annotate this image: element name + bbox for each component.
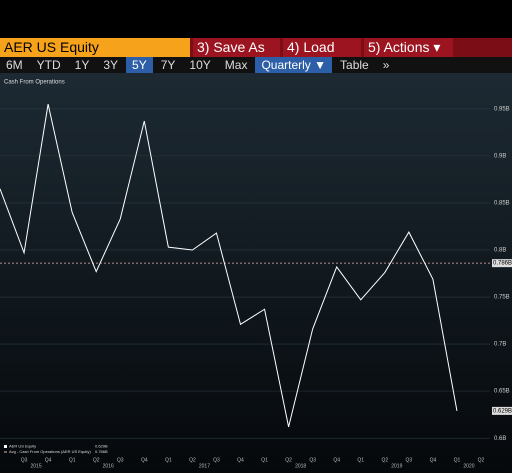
range-button[interactable]: 10Y: [189, 58, 211, 72]
last-value-box: [492, 406, 512, 415]
y-tick-label: 0.95B: [494, 106, 510, 112]
legend-avg-value: 0.786B: [95, 449, 108, 454]
x-tick-label: Q4: [333, 457, 340, 463]
legend-label: AER US Equity: [9, 444, 36, 449]
range-button[interactable]: 6M: [6, 58, 23, 72]
range-button[interactable]: 5Y: [126, 57, 153, 73]
chart-title: Cash From Operations: [4, 80, 65, 86]
period-dropdown[interactable]: Quarterly ▼: [255, 57, 333, 73]
y-tick-label: 0.7B: [494, 342, 506, 348]
year-label: 2018: [295, 463, 306, 469]
load-button[interactable]: 4) Load: [283, 38, 361, 57]
range-button[interactable]: YTD: [36, 58, 61, 72]
y-tick-label: 0.9B: [494, 153, 506, 159]
save-button[interactable]: 3) Save As: [193, 38, 280, 57]
table-button[interactable]: Table: [340, 58, 369, 72]
toolbar: AER US Equity 3) Save As 4) Load 5) Acti…: [0, 38, 512, 57]
year-label: 2017: [199, 463, 210, 469]
x-tick-label: Q3: [309, 457, 316, 463]
plot-background: [0, 73, 512, 473]
x-tick-label: Q1: [261, 457, 268, 463]
average-label: 0.786B: [493, 261, 512, 267]
y-tick-label: 0.6B: [494, 436, 506, 442]
x-tick-label: Q4: [430, 457, 437, 463]
legend-swatch: [4, 445, 7, 448]
x-tick-label: Q1: [69, 457, 76, 463]
y-tick-label: 0.75B: [494, 295, 510, 301]
x-tick-label: Q3: [117, 457, 124, 463]
x-tick-label: Q3: [213, 457, 220, 463]
y-tick-label: 0.85B: [494, 201, 510, 207]
range-button[interactable]: 7Y: [160, 58, 176, 72]
year-label: 2019: [391, 463, 402, 469]
year-label: 2015: [31, 463, 42, 469]
x-tick-label: Q2: [381, 457, 388, 463]
x-tick-label: Q3: [21, 457, 28, 463]
x-tick-label: Q2: [285, 457, 292, 463]
x-tick-label: Q2: [478, 457, 485, 463]
more-button[interactable]: »: [382, 58, 390, 72]
y-tick-label: 0.65B: [494, 389, 510, 395]
x-tick-label: Q4: [237, 457, 244, 463]
x-tick-label: Q2: [189, 457, 196, 463]
range-bar: 6M YTD 1Y 3Y 5Y 7Y 10Y Max Quarterly ▼ Table »: [0, 57, 512, 73]
last-value-label: 0.629B: [493, 408, 512, 414]
x-tick-label: Q3: [406, 457, 413, 463]
x-tick-label: Q1: [357, 457, 364, 463]
chart: Cash From Operations 0.6B 0.65B 0.7B 0.75B 0…: [0, 73, 512, 473]
average-label-box: [492, 259, 512, 268]
x-tick-label: Q4: [45, 457, 52, 463]
range-button[interactable]: 3Y: [103, 58, 119, 72]
year-label: 2020: [463, 463, 474, 469]
x-tick-label: Q1: [165, 457, 172, 463]
x-tick-label: Q4: [141, 457, 148, 463]
legend-avg-label: Avg - Cash From Operations (AER US Equit…: [9, 449, 91, 454]
range-button[interactable]: 1Y: [74, 58, 90, 72]
actions-button[interactable]: 5) Actions ▾: [364, 38, 453, 57]
x-tick-label: Q2: [93, 457, 100, 463]
year-label: 2016: [103, 463, 114, 469]
x-tick-label: Q1: [454, 457, 461, 463]
legend-value: 0.629B: [95, 444, 108, 449]
y-tick-label: 0.8B: [494, 248, 506, 254]
security-field[interactable]: AER US Equity: [0, 38, 190, 57]
series-line: [0, 104, 458, 428]
range-button[interactable]: Max: [224, 58, 248, 72]
